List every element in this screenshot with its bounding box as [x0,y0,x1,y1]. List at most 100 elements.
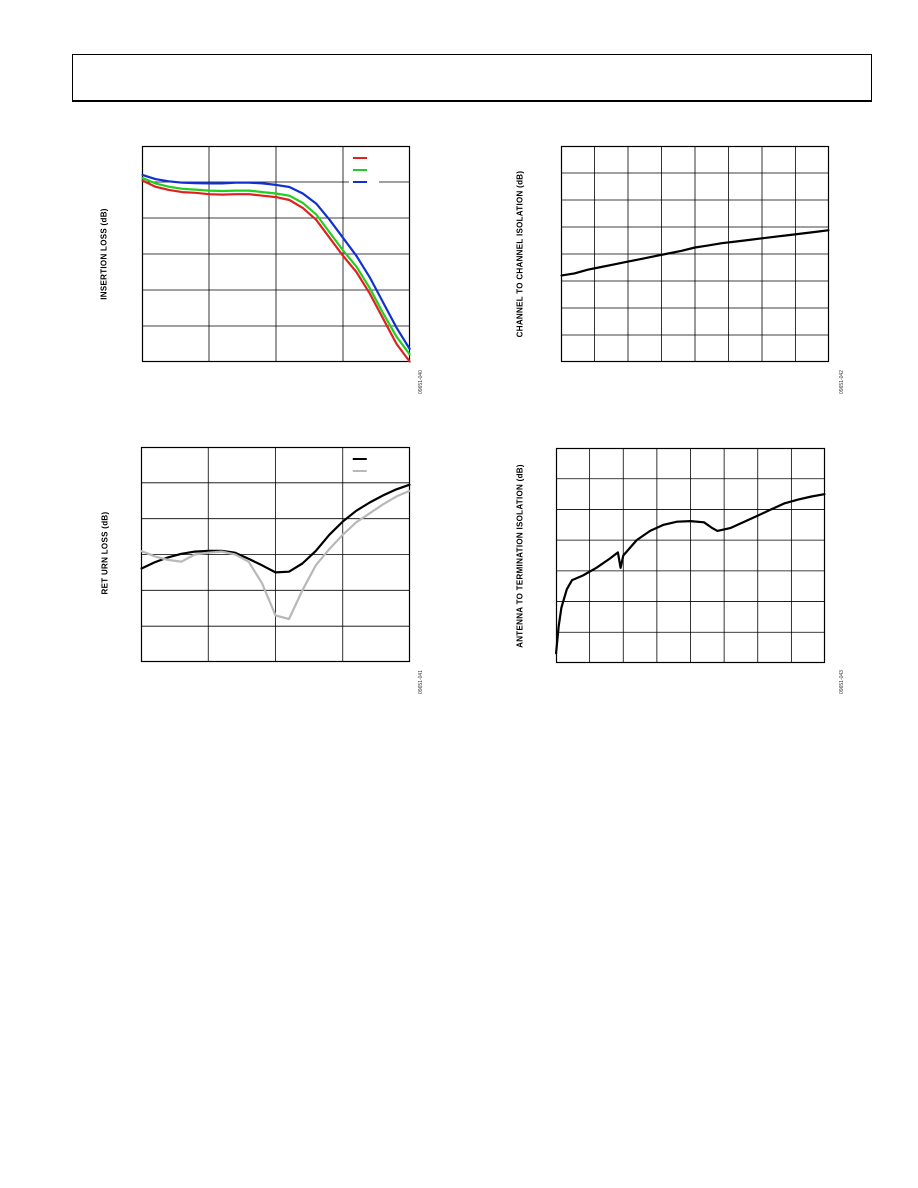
data-point [274,614,277,616]
data-point [302,202,304,204]
data-point [396,343,398,345]
data-point [181,191,183,193]
data-point [355,271,357,273]
data-point [181,182,183,184]
data-point [797,499,799,501]
data-point [328,548,330,550]
data-point [315,219,317,221]
data-point [342,520,344,523]
data-point [208,182,210,184]
data-point [784,502,786,504]
data-point [409,354,411,356]
data-point [248,193,250,195]
data-point [582,574,584,577]
data-point [828,229,830,231]
data-point [730,527,732,529]
data-point [627,261,629,263]
data-point [355,255,357,257]
data-point [221,194,223,196]
data-point [234,553,236,556]
data-point [153,555,156,557]
insertion-loss-chart [141,145,411,363]
data-point [382,312,384,314]
data-point [207,552,209,554]
data-point [617,551,619,553]
data-point [262,191,264,193]
data-point [707,244,709,246]
data-point [560,607,562,609]
data-point [824,493,826,495]
data-point [396,336,398,338]
channel-isolation-figure-number: 09651-042 [839,370,845,394]
data-point [560,275,562,277]
data-point [788,234,790,236]
data-point [301,562,303,565]
data-point [815,231,817,233]
data-point [595,567,597,569]
data-point [329,219,331,221]
data-point [315,550,317,552]
data-point [248,561,250,563]
data-point [694,246,696,249]
data-point [663,524,665,526]
antenna-isolation-figure-number: 09651-043 [839,670,845,694]
data-point [409,348,411,350]
data-point [614,263,616,265]
data-point [195,182,197,184]
data-point [221,551,223,553]
data-point [154,182,156,184]
data-point [369,512,371,514]
data-point [355,521,357,523]
data-point [734,241,736,243]
data-point [640,258,642,260]
data-point [207,550,209,552]
insertion-loss-ylabel: INSERTION LOSS (dB) [99,208,109,300]
channel-isolation-chart [560,145,830,363]
data-point [194,551,196,553]
antenna-isolation-ylabel: ANTENNA TO TERMINATION ISOLATION (dB) [515,464,525,648]
data-point [328,534,330,536]
data-point [369,287,371,289]
data-point [288,199,290,201]
data-point [181,188,183,190]
data-point [382,503,384,505]
data-point [573,272,575,274]
data-point [168,189,170,191]
data-point [262,195,264,197]
data-point [409,490,411,492]
data-point [275,184,277,186]
data-point [275,196,277,198]
data-point [395,495,398,497]
data-point [748,239,750,241]
data-point [622,554,624,557]
data-point [369,276,371,278]
data-point [342,249,344,251]
data-point [141,179,143,181]
insertion-loss-figure-number: 09651-040 [418,370,424,394]
data-point [571,579,573,581]
data-point [167,559,169,561]
data-point [208,190,210,192]
data-point [235,190,237,192]
data-point [721,242,723,244]
data-point [168,186,170,188]
data-point [555,653,557,655]
data-point [369,293,371,295]
page-header-box [72,54,872,102]
data-point [620,567,622,569]
data-point [654,255,656,257]
data-point [315,213,317,215]
data-point [329,237,331,239]
antenna-isolation-chart [554,447,826,664]
data-point [248,558,250,560]
data-point [649,530,651,532]
data-point [355,510,357,512]
data-point [409,484,411,486]
data-point [774,236,776,238]
data-point [342,237,344,239]
data-point [382,494,384,496]
data-point [711,527,713,529]
data-point [288,186,290,188]
data-point [288,618,290,620]
data-point [566,588,568,590]
